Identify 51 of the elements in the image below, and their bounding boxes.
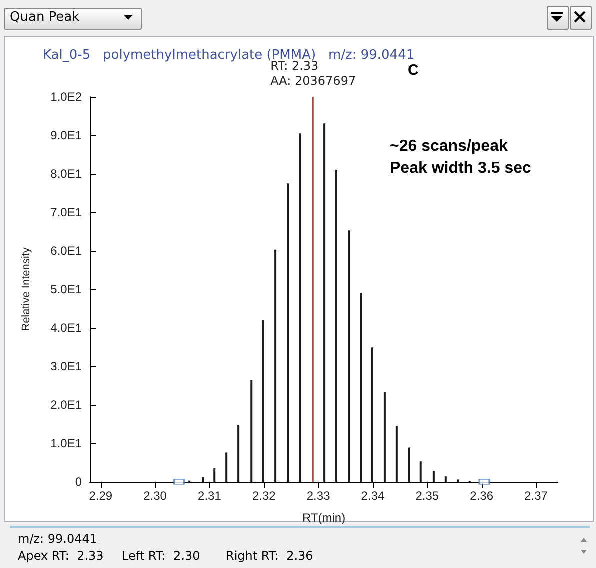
x-tick-label: 2.37	[524, 489, 548, 503]
x-tick-label: 2.34	[361, 489, 385, 503]
annotation: ~26 scans/peak	[390, 138, 508, 156]
x-tick-label: 2.32	[252, 489, 276, 503]
bar	[274, 250, 277, 482]
bar	[384, 392, 386, 482]
text: Right RT: 2.36	[226, 549, 314, 563]
text: Quan Peak	[10, 10, 80, 25]
y-tick-label: 0	[75, 475, 82, 489]
bar	[360, 292, 362, 482]
bar	[408, 448, 410, 482]
text: Left RT: 2.30	[122, 549, 200, 563]
y-tick-label: 1.0E1	[50, 436, 82, 450]
y-tick-label: 7.0E1	[50, 206, 82, 220]
x-tick-label: 2.36	[470, 489, 494, 503]
x-tick-label: 2.30	[144, 489, 168, 503]
bar	[444, 476, 447, 482]
text: m/z: 99.0441	[18, 532, 98, 546]
y-axis-title: Relative Intensity	[20, 247, 32, 332]
bar	[202, 477, 204, 482]
y-tick-label: 5.0E1	[50, 282, 82, 296]
x-axis-title: RT(min)	[302, 511, 346, 525]
y-tick-label: 4.0E1	[50, 321, 82, 335]
bar	[226, 452, 228, 482]
bar	[420, 462, 422, 482]
text: C	[408, 62, 419, 79]
bar	[324, 124, 326, 482]
y-tick-label: 6.0E1	[50, 244, 82, 258]
x-tick-label: 2.33	[306, 489, 331, 503]
bar	[262, 320, 264, 482]
y-tick-label: 1.0E2	[50, 90, 82, 104]
text: RT: 2.33 AA: 20367697	[270, 59, 356, 89]
x-tick-label: 2.29	[89, 489, 113, 503]
annotation: Peak width 3.5 sec	[390, 160, 532, 178]
bar	[299, 134, 302, 482]
bar	[238, 425, 240, 482]
bar	[214, 468, 216, 482]
bar	[336, 170, 338, 482]
bar	[396, 426, 398, 482]
bar	[348, 230, 350, 482]
x-tick-label: 2.31	[198, 489, 222, 503]
x-tick-label: 2.35	[416, 489, 440, 503]
y-tick-label: 8.0E1	[50, 167, 82, 181]
bar	[287, 184, 290, 482]
y-tick-label: 3.0E1	[50, 360, 82, 374]
text: Apex RT: 2.33	[18, 549, 104, 563]
bar	[432, 471, 435, 482]
y-tick-label: 2.0E1	[50, 398, 82, 412]
y-tick-label: 9.0E1	[50, 128, 82, 142]
bar	[250, 380, 253, 482]
bar	[371, 348, 374, 482]
